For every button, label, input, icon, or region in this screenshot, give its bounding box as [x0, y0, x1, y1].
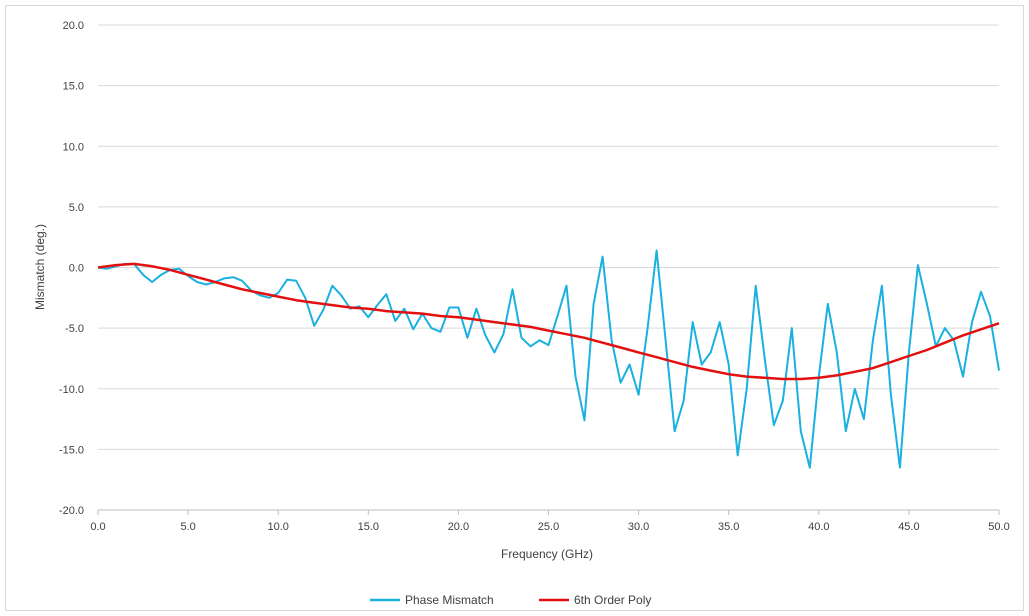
y-tick-label: -5.0	[65, 323, 84, 335]
legend-label-6th-order-poly: 6th Order Poly	[574, 593, 651, 607]
x-axis-title: Frequency (GHz)	[501, 547, 593, 561]
legend: Phase Mismatch 6th Order Poly	[370, 593, 651, 607]
gridlines	[98, 24, 999, 511]
x-tick-label: 5.0	[180, 521, 195, 533]
x-tick-label: 0.0	[90, 521, 105, 533]
x-tick-label: 20.0	[448, 521, 469, 533]
x-tick-label: 40.0	[808, 521, 829, 533]
y-tick-label: 15.0	[63, 81, 84, 93]
x-tick-label: 25.0	[538, 521, 559, 533]
y-tick-label: 5.0	[69, 202, 84, 214]
series-line-6th-order-poly	[97, 262, 1000, 381]
x-tick-label: 35.0	[718, 521, 739, 533]
y-tick-label: 10.0	[63, 141, 84, 153]
y-tick-label: -20.0	[59, 505, 84, 517]
y-axis-ticks: 20.0 15.0 10.0 5.0 0.0 -5.0 -10.0 -15.0 -20.0	[59, 20, 84, 517]
y-tick-label: -15.0	[59, 444, 84, 456]
y-tick-label: 20.0	[63, 20, 84, 32]
y-tick-label: -10.0	[59, 384, 84, 396]
x-tick-label: 50.0	[988, 521, 1009, 533]
x-tick-label: 45.0	[898, 521, 919, 533]
x-tick-label: 30.0	[628, 521, 649, 533]
x-tick-label: 15.0	[358, 521, 379, 533]
x-axis-ticks: 0.0 5.0 10.0 15.0 20.0 25.0 30.0 35.0 40.0 45.0 50…	[90, 510, 1010, 533]
y-tick-label: 0.0	[69, 263, 84, 275]
x-tick-label: 10.0	[267, 521, 288, 533]
series-lines	[97, 249, 1000, 469]
series-line-phase-mismatch	[97, 249, 1000, 469]
y-axis-title: Mismatch (deg.)	[33, 224, 47, 310]
legend-label-phase-mismatch: Phase Mismatch	[405, 593, 494, 607]
